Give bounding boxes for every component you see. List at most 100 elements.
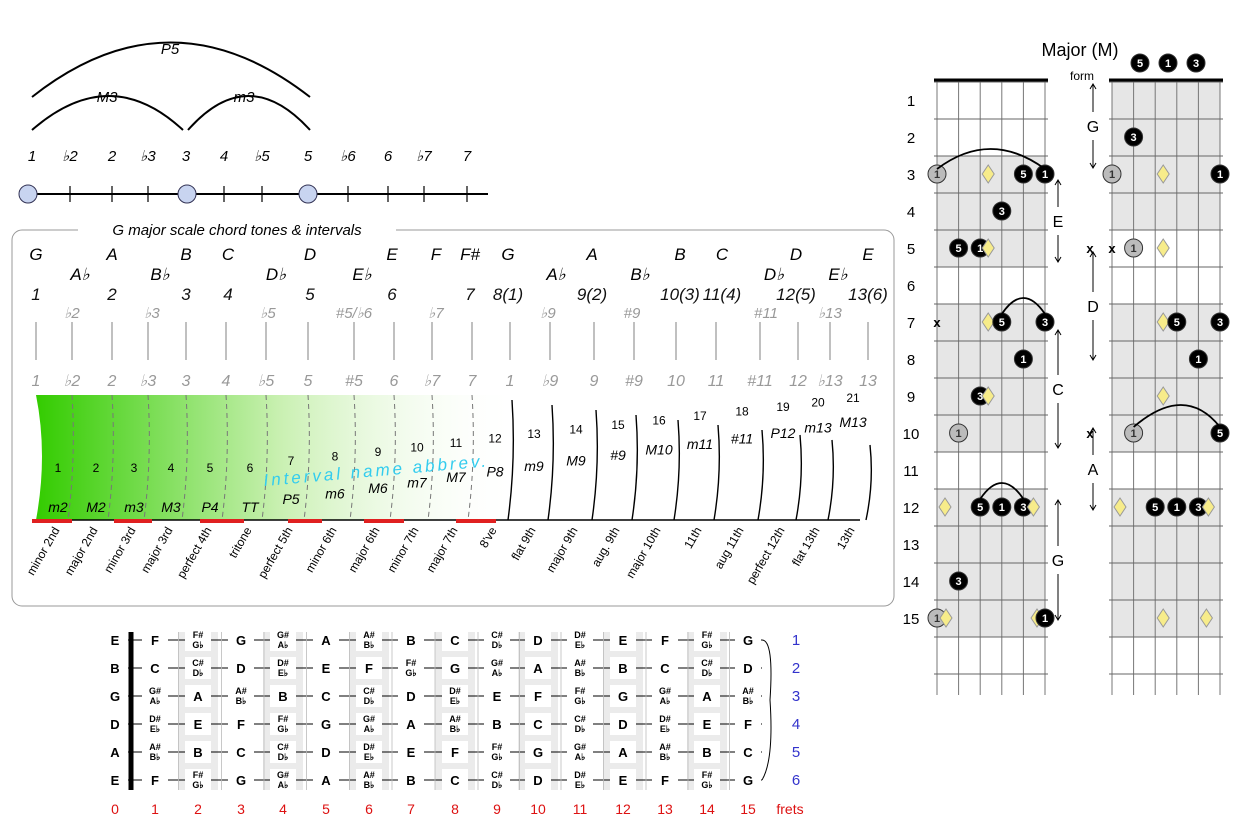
note-bg <box>567 713 593 735</box>
chord-degree: 5 <box>305 285 315 304</box>
gradient-fill <box>36 395 520 520</box>
note-bg <box>142 741 168 763</box>
semitone-count: 13 <box>527 427 541 441</box>
fret-note: G <box>236 633 246 648</box>
interval-abbrev: P8 <box>486 464 503 480</box>
interval-full-name: major 9th <box>543 525 580 575</box>
note-bg <box>270 713 296 735</box>
fret-note-flat: D♭ <box>492 640 503 650</box>
semitone-divider <box>757 429 765 521</box>
note-bg <box>185 657 211 679</box>
dot-label: 1 <box>1165 58 1171 70</box>
note-name: B <box>180 245 191 264</box>
fretboard-frame <box>128 632 772 790</box>
interval-full-name: major 6th <box>345 525 382 575</box>
fret-shade <box>687 632 727 790</box>
fret-number: 8 <box>451 801 459 817</box>
fret-note-flat: G♭ <box>192 640 203 650</box>
interval-full-name: minor 7th <box>384 525 421 575</box>
semitone-count: 5 <box>207 461 214 475</box>
interval-abbrev: M2 <box>86 499 106 515</box>
fret-number: 10 <box>530 801 546 817</box>
note-bg <box>610 713 636 735</box>
dot-label: 5 <box>1174 317 1180 329</box>
root-dot <box>949 423 969 443</box>
chord-degree: ♭3 <box>144 305 160 322</box>
interval-degree: ♭3 <box>140 373 157 390</box>
interval-full-name: major 7th <box>423 525 460 575</box>
degree-label: ♭6 <box>340 148 356 165</box>
interval-abbrev: P4 <box>201 499 218 515</box>
dot-label: 5 <box>956 243 962 255</box>
note-bg <box>228 629 254 651</box>
fret-note: B <box>193 745 202 760</box>
fret-note: C <box>660 661 670 676</box>
interval-degree: 1 <box>32 373 41 390</box>
fret-note-flat: G♭ <box>701 640 712 650</box>
interval-full-name: flat 13th <box>789 525 822 569</box>
degree-label: ♭7 <box>416 148 432 165</box>
fret-note-flat: G♭ <box>574 696 585 706</box>
interval-degree: 13 <box>859 373 877 390</box>
chord-tone-dot <box>1167 497 1187 517</box>
interval-abbrev: M9 <box>566 453 586 469</box>
chart-fret-number: 1 <box>907 93 915 110</box>
form-label: D <box>1087 299 1099 316</box>
fret-note-sharp: A# <box>363 770 375 780</box>
semitone-divider <box>389 394 396 521</box>
semitone-divider <box>107 394 114 521</box>
fret-number: 11 <box>573 801 588 817</box>
note-bg <box>652 741 678 763</box>
note-bg <box>484 657 510 679</box>
semitone-count: 12 <box>488 432 502 446</box>
muted-string-x: x <box>1108 241 1116 256</box>
note-bg <box>735 769 761 791</box>
dot-label: 5 <box>1152 502 1158 514</box>
dot-label: 1 <box>1217 169 1223 181</box>
fret-number: 3 <box>237 801 245 817</box>
fret-number: 4 <box>279 801 287 817</box>
fret-note: C <box>533 717 543 732</box>
dot-label: 5 <box>999 317 1005 329</box>
fret-note-sharp: C# <box>277 742 289 752</box>
fret-note: F <box>237 717 245 732</box>
fret-number: 9 <box>493 801 501 817</box>
interval-full-name: major 2nd <box>62 525 101 578</box>
fret-note-sharp: F# <box>406 658 417 668</box>
note-name: D <box>790 245 802 264</box>
note-bg <box>694 685 720 707</box>
muted-string-x: x <box>933 315 941 330</box>
form-label: G <box>1087 119 1099 136</box>
open-string-note: E <box>111 633 120 648</box>
interval-abbrev: M13 <box>839 414 866 430</box>
semitone-count: 21 <box>846 391 860 405</box>
note-name: G <box>501 245 514 264</box>
fret-note-flat: G♭ <box>491 752 502 762</box>
fret-inlay <box>1156 164 1170 184</box>
fret-note-sharp: F# <box>193 630 204 640</box>
interval-full-name: minor 3rd <box>101 525 138 576</box>
p5-arc <box>31 41 311 98</box>
note-bg <box>356 657 382 679</box>
chord-degree: #9 <box>624 305 641 322</box>
fret-note: F <box>151 633 159 648</box>
fret-inlay <box>1156 386 1170 406</box>
fret-note: F <box>365 661 373 676</box>
note-bg <box>442 713 468 735</box>
chart-fret-number: 6 <box>907 278 915 295</box>
string-number: 3 <box>792 688 800 705</box>
chart-fret-number: 4 <box>907 204 915 221</box>
fret-note: G <box>743 633 753 648</box>
degree-label: ♭5 <box>254 148 270 165</box>
chart-fret-number: 8 <box>907 352 915 369</box>
form-label: form <box>1070 69 1094 83</box>
fret-note-sharp: F# <box>278 714 289 724</box>
note-bg <box>313 741 339 763</box>
note-bg <box>228 685 254 707</box>
chord-tone-dot <box>1210 164 1230 184</box>
fret-note: C <box>321 689 331 704</box>
fret-note: F <box>151 773 159 788</box>
chart-fret-number: 14 <box>903 574 920 591</box>
dot-label: 1 <box>956 428 962 440</box>
